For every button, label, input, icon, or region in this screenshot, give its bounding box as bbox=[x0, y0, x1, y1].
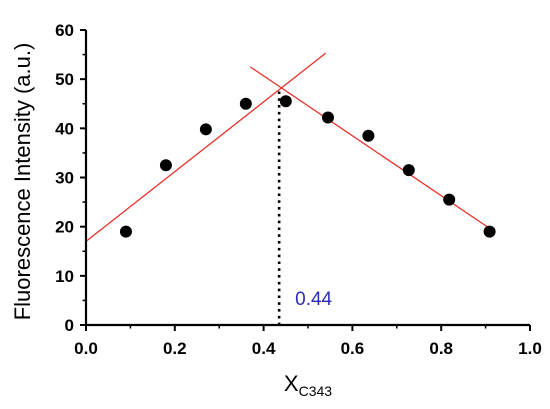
data-point bbox=[321, 111, 334, 124]
intersection-annotation: 0.44 bbox=[295, 289, 332, 310]
data-points bbox=[119, 95, 496, 238]
data-point bbox=[483, 225, 496, 238]
y-tick-label: 60 bbox=[55, 21, 74, 40]
data-point bbox=[362, 129, 375, 142]
data-point bbox=[199, 123, 212, 136]
data-point bbox=[239, 97, 252, 110]
data-point bbox=[443, 193, 456, 206]
x-tick-label: 0.6 bbox=[341, 339, 365, 358]
x-tick-label: 0.8 bbox=[429, 339, 453, 358]
y-tick-label: 0 bbox=[65, 316, 74, 335]
fit-line-2 bbox=[249, 66, 491, 230]
y-tick-label: 30 bbox=[55, 169, 74, 188]
tick-labels: 0.0 0.2 0.4 0.6 0.8 1.0 0 10 20 30 40 50 60 bbox=[55, 21, 542, 358]
x-axis-title-subscript: C343 bbox=[299, 383, 333, 399]
x-tick-label: 0.0 bbox=[74, 339, 98, 358]
x-tick-label: 0.2 bbox=[163, 339, 187, 358]
x-axis-title: XC343 bbox=[284, 371, 332, 399]
x-tick-label: 1.0 bbox=[518, 339, 542, 358]
data-point bbox=[159, 159, 172, 172]
y-tick-label: 50 bbox=[55, 70, 74, 89]
fit-lines bbox=[85, 52, 491, 242]
y-axis-title: Fluorescence Intensity (a.u.) bbox=[10, 43, 35, 321]
fit-line-1 bbox=[85, 52, 327, 242]
data-point bbox=[119, 225, 132, 238]
axes bbox=[84, 30, 530, 327]
x-axis-title-main: X bbox=[284, 371, 299, 396]
y-tick-label: 20 bbox=[55, 218, 74, 237]
data-point bbox=[402, 164, 415, 177]
x-tick-label: 0.4 bbox=[252, 339, 276, 358]
y-tick-label: 10 bbox=[55, 267, 74, 286]
y-tick-label: 40 bbox=[55, 119, 74, 138]
data-point bbox=[279, 95, 292, 108]
